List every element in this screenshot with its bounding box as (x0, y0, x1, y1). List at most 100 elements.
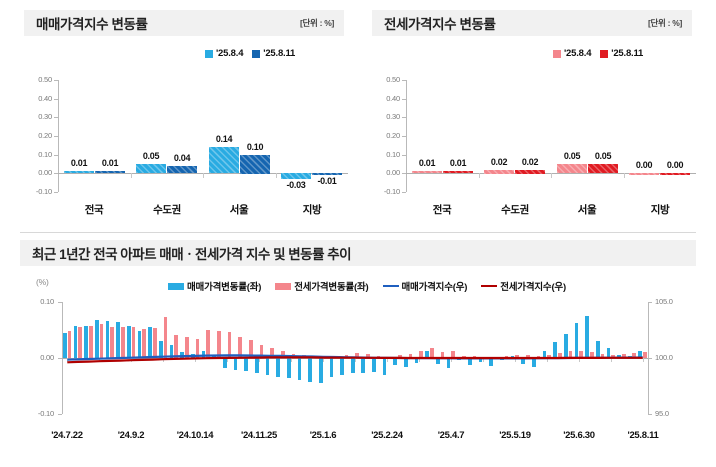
y-tick-label[interactable]: -0.10 (383, 187, 400, 196)
y-tick-label[interactable]: -0.10 (35, 187, 52, 196)
trend-bar[interactable] (568, 350, 573, 358)
trend-bar[interactable] (148, 327, 153, 358)
y-tick-label[interactable]: 0.00 (38, 168, 52, 177)
trend-bar[interactable] (632, 353, 637, 358)
trend-bar[interactable] (376, 356, 381, 358)
trend-bar[interactable] (73, 325, 78, 358)
x-tick[interactable] (451, 358, 452, 362)
trend-bar[interactable] (393, 358, 398, 366)
trend-bar[interactable] (493, 356, 498, 358)
category-label-수도권[interactable]: 수도권 (501, 204, 529, 216)
bar-서울-1[interactable] (588, 164, 618, 173)
bar-value-label[interactable]: 0.05 (142, 151, 160, 161)
x-tick-label[interactable]: '25.6.30 (563, 430, 595, 441)
x-tick[interactable] (643, 358, 644, 362)
y-tick[interactable] (402, 80, 406, 81)
bar-지방-0[interactable] (281, 173, 311, 179)
trend-bar[interactable] (78, 326, 83, 358)
x-tick[interactable] (387, 358, 388, 362)
trend-bar[interactable] (318, 358, 323, 384)
y-tick-label[interactable]: 0.50 (386, 75, 400, 84)
y-tick[interactable] (54, 136, 58, 137)
trend-bar[interactable] (451, 351, 456, 358)
x-tick[interactable] (547, 358, 548, 362)
y-tick[interactable] (54, 117, 58, 118)
category-tick[interactable] (203, 173, 204, 178)
bar-value-label[interactable]: 0.01 (449, 158, 467, 168)
trend-bar[interactable] (105, 321, 110, 358)
bar-value-label[interactable]: 0.05 (594, 151, 612, 161)
trend-bar[interactable] (265, 358, 270, 375)
trend-bar[interactable] (63, 332, 67, 358)
bar-지방-1[interactable] (312, 173, 342, 175)
y-tick[interactable] (402, 99, 406, 100)
trend-bar[interactable] (244, 358, 248, 372)
bar-전국-0[interactable] (412, 171, 442, 173)
trend-bar[interactable] (366, 354, 370, 358)
x-tick[interactable] (99, 358, 100, 362)
x-tick-label[interactable]: '25.1.6 (309, 430, 337, 441)
trend-bar[interactable] (461, 355, 466, 358)
x-tick[interactable] (579, 358, 580, 362)
category-label-지방[interactable]: 지방 (650, 204, 670, 216)
bar-수도권-1[interactable] (167, 166, 197, 173)
y-tick[interactable] (54, 173, 58, 174)
x-tick-label[interactable]: '25.8.11 (627, 430, 659, 441)
trend-bar[interactable] (350, 358, 355, 373)
trend-bar[interactable] (159, 341, 163, 358)
y-tick[interactable] (402, 173, 406, 174)
y-tick-label[interactable]: 0.20 (38, 131, 52, 140)
bar-value-label[interactable]: 0.04 (173, 153, 191, 163)
trend-bar[interactable] (334, 356, 338, 358)
trend-bar[interactable] (408, 353, 413, 358)
trend-bar[interactable] (579, 351, 583, 358)
trend-bar[interactable] (291, 354, 296, 358)
y-tick[interactable] (402, 155, 406, 156)
trend-bar[interactable] (446, 358, 451, 369)
trend-bar[interactable] (536, 355, 541, 358)
x-tick-label[interactable]: '25.4.7 (437, 430, 465, 441)
trend-bar[interactable] (504, 355, 509, 358)
right-y-tick[interactable] (648, 414, 652, 415)
trend-bar[interactable] (478, 358, 483, 362)
y-tick-label[interactable]: 0.10 (386, 150, 400, 159)
x-tick[interactable] (355, 358, 356, 362)
trend-bar[interactable] (270, 347, 274, 358)
x-tick-label[interactable]: '24.7.22 (51, 430, 83, 441)
trend-bar[interactable] (499, 358, 504, 360)
y-tick-label[interactable]: 0.00 (386, 168, 400, 177)
bar-수도권-0[interactable] (136, 164, 166, 173)
y-tick-label[interactable]: 0.30 (386, 112, 400, 121)
y-tick-label[interactable]: 0.40 (38, 94, 52, 103)
trend-bar[interactable] (414, 358, 419, 363)
trend-bar[interactable] (180, 352, 185, 358)
left-y-tick[interactable] (58, 358, 62, 359)
x-tick-label[interactable]: '25.2.24 (371, 430, 403, 441)
bar-value-label[interactable]: -0.03 (286, 180, 306, 190)
x-tick[interactable] (611, 358, 612, 362)
bar-수도권-1[interactable] (515, 170, 545, 174)
y-tick-label[interactable]: 0.30 (38, 112, 52, 121)
trend-bar[interactable] (621, 354, 626, 358)
trend-bar[interactable] (340, 358, 344, 375)
trend-bar[interactable] (344, 354, 349, 358)
trend-bar[interactable] (227, 332, 232, 358)
y-tick[interactable] (402, 192, 406, 193)
trend-bar[interactable] (525, 355, 530, 358)
bar-value-label[interactable]: 0.02 (521, 157, 539, 167)
bar-서울-1[interactable] (240, 155, 270, 174)
y-axis[interactable] (58, 80, 59, 192)
trend-bar[interactable] (472, 356, 477, 358)
trend-bar[interactable] (308, 358, 312, 383)
trend-bar[interactable] (116, 321, 121, 358)
trend-bar[interactable] (95, 319, 99, 358)
bar-지방-1[interactable] (660, 173, 690, 175)
trend-bar[interactable] (329, 358, 334, 377)
y-tick[interactable] (402, 136, 406, 137)
trend-bar[interactable] (585, 316, 589, 358)
category-label-서울[interactable]: 서울 (229, 204, 249, 216)
trend-bar[interactable] (169, 345, 174, 358)
trend-bar[interactable] (276, 358, 280, 377)
trend-bar[interactable] (542, 350, 547, 358)
x-tick[interactable] (163, 358, 164, 362)
